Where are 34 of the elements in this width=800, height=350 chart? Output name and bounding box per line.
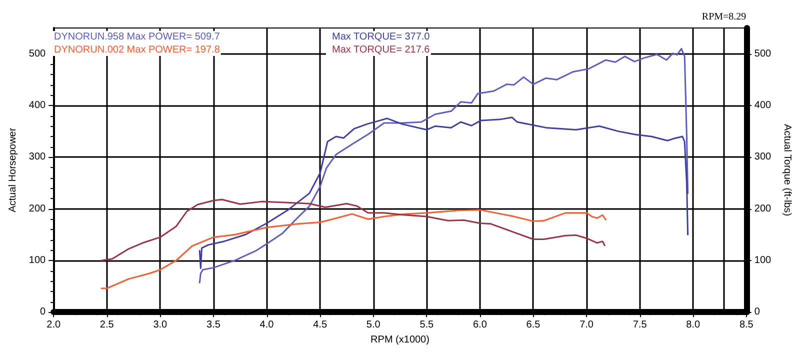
x-tick-label: 7.5	[632, 320, 648, 331]
y-tick-label: 500	[28, 48, 46, 60]
y2-axis-title: Actual Torque (ft-lbs)	[782, 124, 792, 216]
x-tick-label: 8.0	[686, 320, 701, 331]
y2-tick-label: 400	[754, 100, 772, 111]
y2-tick-label: 0	[754, 306, 760, 318]
x-tick-label: 3.5	[206, 320, 221, 331]
y2-tick-label: 200	[754, 203, 772, 214]
text: DYNORUN.002 Max POWER= 197.8	[54, 44, 220, 56]
x-tick-label: 8.5	[739, 320, 754, 331]
x-tick-label: 4.0	[260, 320, 274, 331]
y-tick-label: 400	[28, 100, 46, 111]
text: Max TORQUE= 377.0	[332, 32, 430, 42]
y2-tick-label: 100	[754, 254, 772, 266]
x-tick-label: 5.5	[420, 320, 434, 331]
x-axis-title: RPM (x1000)	[370, 334, 430, 346]
x-tick-label: 6.5	[526, 320, 541, 331]
x-tick-label: 7.0	[580, 320, 594, 331]
x-tick-label: 3.0	[153, 320, 168, 331]
ref-line-label: RPM=8.29	[702, 12, 746, 22]
text: DYNORUN.958 Max POWER= 509.7	[54, 32, 220, 42]
x-tick-label: 4.5	[313, 320, 328, 331]
x-tick-label: 5.0	[366, 320, 381, 331]
y-axis-title: Actual Horsepower	[8, 127, 18, 212]
text: Max TORQUE= 217.6	[332, 44, 430, 56]
y-tick-label: 0	[40, 306, 46, 318]
y2-tick-label: 300	[754, 152, 772, 163]
y2-tick-label: 500	[754, 48, 772, 60]
x-tick-label: 6.0	[472, 320, 488, 331]
y-tick-label: 200	[28, 203, 46, 214]
y-tick-label: 100	[28, 254, 46, 266]
y-tick-label: 300	[28, 152, 46, 163]
x-tick-label: 2.0	[46, 320, 61, 331]
x-tick-label: 2.5	[100, 320, 114, 331]
